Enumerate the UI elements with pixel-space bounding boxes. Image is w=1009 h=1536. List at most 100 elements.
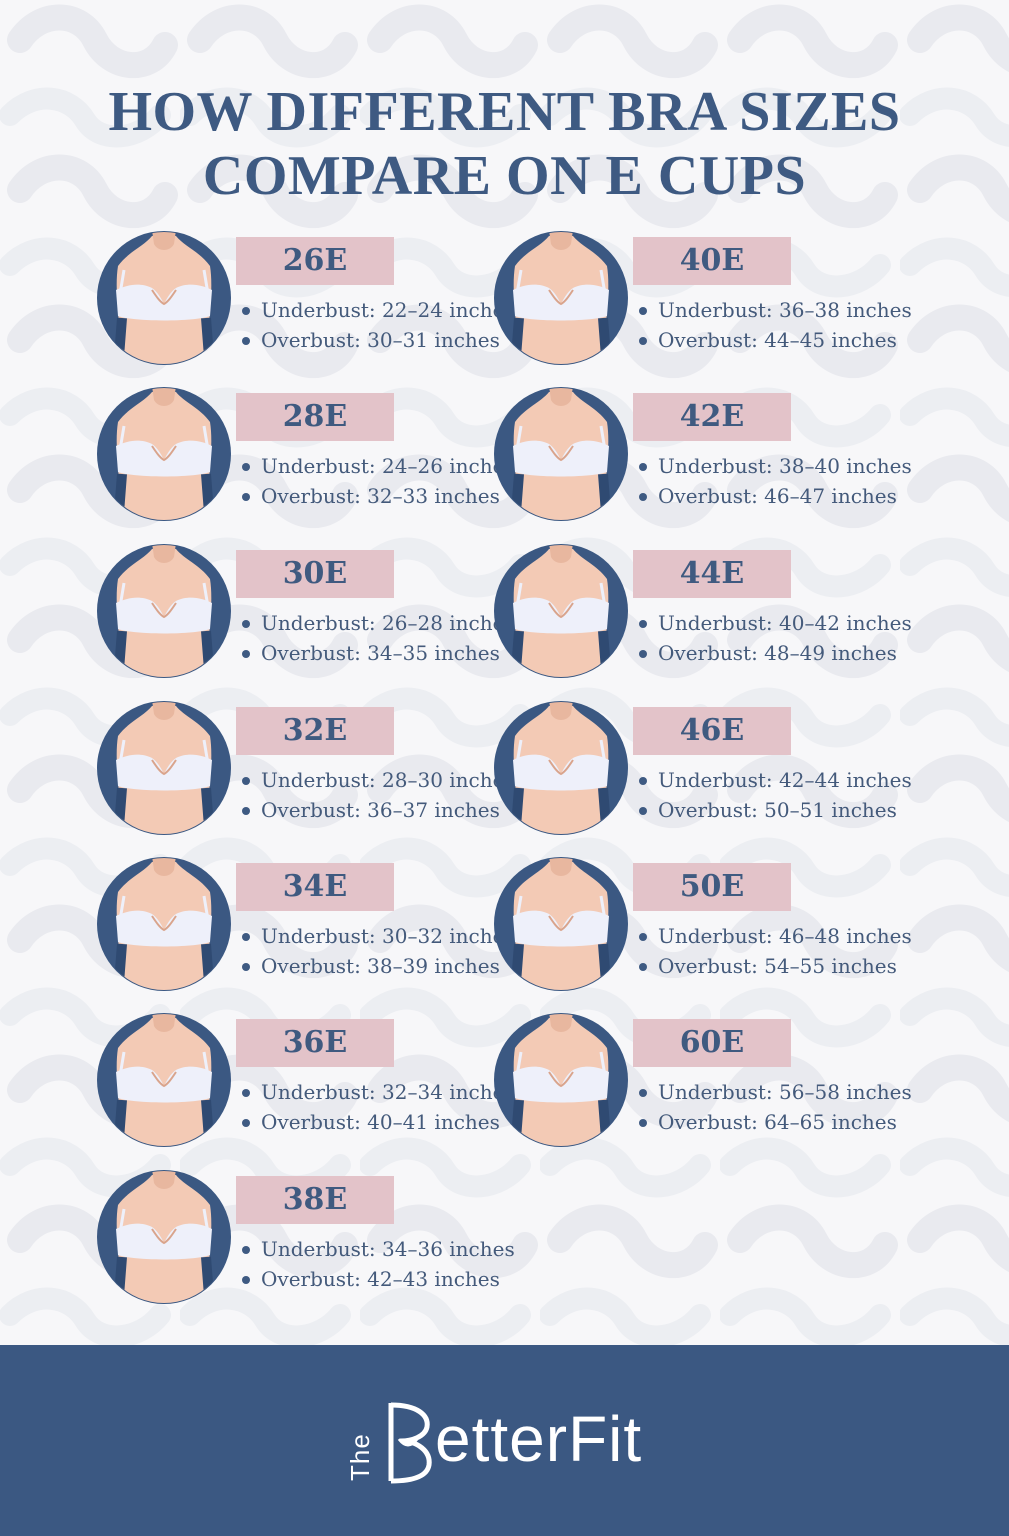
overbust-text: Overbust: 40–41 inches bbox=[261, 1110, 500, 1134]
size-card-28e: 28E Underbust: 24–26 inches Overbust: 32–3… bbox=[96, 386, 526, 536]
size-label: 28E bbox=[236, 393, 394, 441]
underbust-text: Underbust: 28–30 inches bbox=[261, 768, 515, 792]
overbust-item: Overbust: 32–33 inches bbox=[239, 481, 529, 511]
bullet-icon bbox=[639, 933, 647, 941]
title-line-2: COMPARE ON E CUPS bbox=[202, 145, 807, 207]
size-label: 42E bbox=[633, 393, 791, 441]
underbust-text: Underbust: 56–58 inches bbox=[658, 1080, 912, 1104]
overbust-item: Overbust: 36–37 inches bbox=[239, 795, 529, 825]
logo-small-text: The bbox=[345, 1433, 375, 1481]
brand-logo: The etterFit bbox=[343, 1393, 673, 1493]
size-card-42e: 42E Underbust: 38–40 inches Overbust: 46–4… bbox=[493, 386, 923, 536]
overbust-item: Overbust: 46–47 inches bbox=[636, 481, 926, 511]
bust-illustration-icon bbox=[96, 856, 232, 992]
measurement-list: Underbust: 36–38 inches Overbust: 44–45 i… bbox=[636, 295, 926, 355]
logo-wordmark: etterFit bbox=[435, 1403, 643, 1475]
bullet-icon bbox=[639, 1089, 647, 1097]
bullet-icon bbox=[242, 1276, 250, 1284]
bullet-icon bbox=[242, 650, 250, 658]
size-label: 46E bbox=[633, 707, 791, 755]
size-label: 36E bbox=[236, 1019, 394, 1067]
bullet-icon bbox=[639, 963, 647, 971]
size-label: 50E bbox=[633, 863, 791, 911]
underbust-text: Underbust: 22–24 inches bbox=[261, 298, 515, 322]
underbust-text: Underbust: 30–32 inches bbox=[261, 924, 515, 948]
bullet-icon bbox=[639, 463, 647, 471]
overbust-text: Overbust: 50–51 inches bbox=[658, 798, 897, 822]
underbust-text: Underbust: 32–34 inches bbox=[261, 1080, 515, 1104]
underbust-item: Underbust: 40–42 inches bbox=[636, 608, 926, 638]
size-card-30e: 30E Underbust: 26–28 inches Overbust: 34–3… bbox=[96, 543, 526, 693]
underbust-item: Underbust: 22–24 inches bbox=[239, 295, 529, 325]
bust-illustration-icon bbox=[96, 1169, 232, 1305]
overbust-item: Overbust: 38–39 inches bbox=[239, 951, 529, 981]
measurement-list: Underbust: 38–40 inches Overbust: 46–47 i… bbox=[636, 451, 926, 511]
bust-illustration-icon bbox=[96, 543, 232, 679]
measurement-list: Underbust: 34–36 inches Overbust: 42–43 i… bbox=[239, 1234, 529, 1294]
underbust-item: Underbust: 32–34 inches bbox=[239, 1077, 529, 1107]
underbust-text: Underbust: 24–26 inches bbox=[261, 454, 515, 478]
page-title: HOW DIFFERENT BRA SIZES COMPARE ON E CUP… bbox=[0, 80, 1009, 208]
size-card-38e: 38E Underbust: 34–36 inches Overbust: 42–4… bbox=[96, 1169, 526, 1319]
overbust-item: Overbust: 42–43 inches bbox=[239, 1264, 529, 1294]
bullet-icon bbox=[242, 307, 250, 315]
measurement-list: Underbust: 26–28 inches Overbust: 34–35 i… bbox=[239, 608, 529, 668]
size-label: 32E bbox=[236, 707, 394, 755]
size-card-50e: 50E Underbust: 46–48 inches Overbust: 54–5… bbox=[493, 856, 923, 1006]
overbust-text: Overbust: 64–65 inches bbox=[658, 1110, 897, 1134]
underbust-item: Underbust: 56–58 inches bbox=[636, 1077, 926, 1107]
bullet-icon bbox=[639, 807, 647, 815]
size-card-32e: 32E Underbust: 28–30 inches Overbust: 36–3… bbox=[96, 700, 526, 850]
overbust-text: Overbust: 36–37 inches bbox=[261, 798, 500, 822]
underbust-item: Underbust: 24–26 inches bbox=[239, 451, 529, 481]
size-card-44e: 44E Underbust: 40–42 inches Overbust: 48–4… bbox=[493, 543, 923, 693]
underbust-text: Underbust: 34–36 inches bbox=[261, 1237, 515, 1261]
overbust-item: Overbust: 48–49 inches bbox=[636, 638, 926, 668]
bust-illustration-icon bbox=[96, 700, 232, 836]
bullet-icon bbox=[242, 933, 250, 941]
overbust-text: Overbust: 48–49 inches bbox=[658, 641, 897, 665]
underbust-item: Underbust: 36–38 inches bbox=[636, 295, 926, 325]
underbust-item: Underbust: 38–40 inches bbox=[636, 451, 926, 481]
bullet-icon bbox=[242, 463, 250, 471]
measurement-list: Underbust: 24–26 inches Overbust: 32–33 i… bbox=[239, 451, 529, 511]
bullet-icon bbox=[242, 1119, 250, 1127]
underbust-text: Underbust: 40–42 inches bbox=[658, 611, 912, 635]
bust-illustration-icon bbox=[493, 386, 629, 522]
underbust-text: Underbust: 26–28 inches bbox=[261, 611, 515, 635]
measurement-list: Underbust: 32–34 inches Overbust: 40–41 i… bbox=[239, 1077, 529, 1137]
size-card-46e: 46E Underbust: 42–44 inches Overbust: 50–5… bbox=[493, 700, 923, 850]
measurement-list: Underbust: 56–58 inches Overbust: 64–65 i… bbox=[636, 1077, 926, 1137]
bullet-icon bbox=[242, 807, 250, 815]
measurement-list: Underbust: 22–24 inches Overbust: 30–31 i… bbox=[239, 295, 529, 355]
overbust-item: Overbust: 44–45 inches bbox=[636, 325, 926, 355]
underbust-text: Underbust: 46–48 inches bbox=[658, 924, 912, 948]
underbust-item: Underbust: 30–32 inches bbox=[239, 921, 529, 951]
size-label: 34E bbox=[236, 863, 394, 911]
overbust-item: Overbust: 40–41 inches bbox=[239, 1107, 529, 1137]
underbust-item: Underbust: 26–28 inches bbox=[239, 608, 529, 638]
overbust-item: Overbust: 34–35 inches bbox=[239, 638, 529, 668]
overbust-item: Overbust: 54–55 inches bbox=[636, 951, 926, 981]
underbust-text: Underbust: 42–44 inches bbox=[658, 768, 912, 792]
bullet-icon bbox=[639, 650, 647, 658]
bust-illustration-icon bbox=[493, 543, 629, 679]
underbust-item: Underbust: 42–44 inches bbox=[636, 765, 926, 795]
measurement-list: Underbust: 46–48 inches Overbust: 54–55 i… bbox=[636, 921, 926, 981]
overbust-text: Overbust: 38–39 inches bbox=[261, 954, 500, 978]
measurement-list: Underbust: 30–32 inches Overbust: 38–39 i… bbox=[239, 921, 529, 981]
overbust-text: Overbust: 42–43 inches bbox=[261, 1267, 500, 1291]
size-label: 60E bbox=[633, 1019, 791, 1067]
size-label: 40E bbox=[633, 237, 791, 285]
bullet-icon bbox=[242, 1246, 250, 1254]
size-label: 30E bbox=[236, 550, 394, 598]
overbust-text: Overbust: 44–45 inches bbox=[658, 328, 897, 352]
underbust-item: Underbust: 28–30 inches bbox=[239, 765, 529, 795]
logo-b-bust-icon bbox=[388, 1402, 432, 1484]
title-line-1: HOW DIFFERENT BRA SIZES bbox=[108, 81, 901, 143]
underbust-text: Underbust: 36–38 inches bbox=[658, 298, 912, 322]
bullet-icon bbox=[639, 493, 647, 501]
bust-illustration-icon bbox=[96, 386, 232, 522]
overbust-item: Overbust: 30–31 inches bbox=[239, 325, 529, 355]
bullet-icon bbox=[242, 963, 250, 971]
